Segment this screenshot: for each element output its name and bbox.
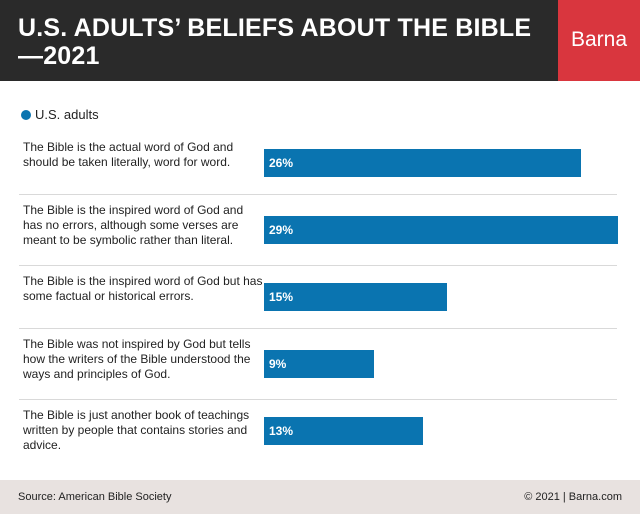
footer-bar: Source: American Bible Society © 2021 | … bbox=[0, 480, 640, 514]
bar bbox=[264, 283, 447, 311]
legend-marker bbox=[21, 110, 31, 120]
brand-label: Barna bbox=[570, 28, 628, 51]
header-bar: U.S. ADULTS’ BELIEFS ABOUT THE BIBLE—202… bbox=[0, 0, 558, 81]
bar-value-label: 13% bbox=[269, 424, 294, 438]
bar bbox=[264, 350, 374, 378]
row-divider bbox=[19, 399, 617, 400]
category-label: The Bible is just another book of teachi… bbox=[23, 408, 250, 452]
chart-title: U.S. ADULTS’ BELIEFS ABOUT THE BIBLE—202… bbox=[18, 14, 532, 70]
source-note: Source: American Bible Society bbox=[18, 491, 172, 503]
bar-value-label: 29% bbox=[269, 223, 294, 237]
category-label: The Bible is the inspired word of God an… bbox=[23, 203, 244, 247]
bar bbox=[264, 216, 618, 244]
category-label: The Bible is the actual word of God and … bbox=[23, 140, 234, 169]
row-divider bbox=[19, 194, 617, 195]
bar bbox=[264, 417, 423, 445]
legend-label: U.S. adults bbox=[35, 107, 99, 122]
bar bbox=[264, 149, 581, 177]
copyright-note: © 2021 | Barna.com bbox=[524, 491, 622, 503]
bar-chart: The Bible is the actual word of God and … bbox=[0, 136, 640, 466]
row-divider bbox=[19, 265, 617, 266]
bar-value-label: 15% bbox=[269, 290, 294, 304]
row-divider bbox=[19, 328, 617, 329]
bar-value-label: 9% bbox=[269, 357, 287, 371]
bar-value-label: 26% bbox=[269, 156, 294, 170]
brand-logo: Barna bbox=[558, 0, 640, 81]
category-label: The Bible is the inspired word of God bu… bbox=[23, 274, 263, 303]
category-label: The Bible was not inspired by God but te… bbox=[23, 337, 251, 381]
